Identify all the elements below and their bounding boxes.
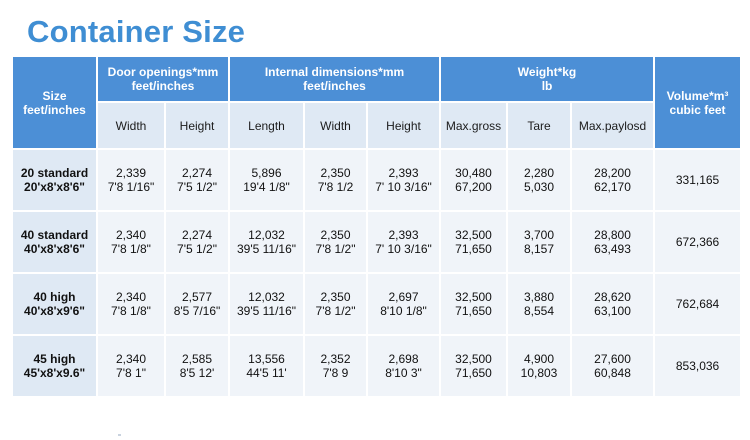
cell-size: 40 high 40'x8'x9'6" (11, 272, 98, 336)
container-size-table: Size feet/inches Door openings*mm feet/inc… (11, 55, 743, 398)
cell-internal-height: 2,393 7' 10 3/16" (366, 210, 442, 274)
cell-volume: 672,366 (653, 210, 743, 274)
cell-max-payload: 27,600 60,848 (570, 334, 656, 398)
subheader-tare: Tare (506, 101, 573, 150)
cell-internal-height: 2,698 8'10 3" (366, 334, 442, 398)
cell-door-width: 2,340 7'8 1" (96, 334, 166, 398)
cell-max-payload: 28,200 62,170 (570, 148, 656, 212)
subheader-max-payload: Max.paylosd (570, 101, 656, 150)
cell-max-gross: 32,500 71,650 (439, 210, 509, 274)
cell-door-height: 2,585 8'5 12' (163, 334, 231, 398)
header-door-openings: Door openings*mm feet/inches (95, 55, 231, 103)
table-row: 45 high 45'x8'x9.6" 2,340 7'8 1" 2,585 8'5 12… (11, 334, 743, 398)
page-title: Container Size (27, 14, 246, 49)
table-row: 40 standard 40'x8'x8'6" 2,340 7'8 1/8" 2,274… (11, 210, 743, 274)
cell-max-payload: 28,620 63,100 (570, 272, 656, 336)
cell-tare: 3,880 8,554 (506, 272, 573, 336)
cell-tare: 2,280 5,030 (506, 148, 573, 212)
stray-mark (118, 434, 121, 436)
cell-internal-width: 2,350 7'8 1/2" (303, 210, 369, 274)
cell-door-height: 2,577 8'5 7/16" (163, 272, 231, 336)
subheader-door-width: Width (96, 101, 166, 150)
cell-max-gross: 30,480 67,200 (439, 148, 509, 212)
cell-internal-height: 2,393 7' 10 3/16" (366, 148, 442, 212)
header-internal-dimensions: Internal dimensions*mm feet/inches (228, 55, 442, 103)
cell-tare: 4,900 10,803 (506, 334, 573, 398)
header-volume: Volume*m³ cubic feet (653, 55, 743, 150)
subheader-internal-height: Height (366, 101, 442, 150)
cell-door-width: 2,339 7'8 1/16" (96, 148, 166, 212)
cell-max-payload: 28,800 63,493 (570, 210, 656, 274)
subheader-internal-length: Length (228, 101, 306, 150)
cell-size: 20 standard 20'x8'x8'6" (11, 148, 98, 212)
cell-volume: 762,684 (653, 272, 743, 336)
cell-volume: 853,036 (653, 334, 743, 398)
header-weight: Weight*kg lb (439, 55, 656, 103)
cell-door-height: 2,274 7'5 1/2" (163, 210, 231, 274)
cell-internal-length: 13,556 44'5 11' (228, 334, 306, 398)
header-size: Size feet/inches (11, 55, 98, 150)
table-row: 40 high 40'x8'x9'6" 2,340 7'8 1/8" 2,577 8'5 … (11, 272, 743, 336)
table-row: 20 standard 20'x8'x8'6" 2,339 7'8 1/16" 2,27… (11, 148, 743, 212)
cell-size: 45 high 45'x8'x9.6" (11, 334, 98, 398)
cell-internal-width: 2,350 7'8 1/2" (303, 272, 369, 336)
cell-door-width: 2,340 7'8 1/8" (96, 210, 166, 274)
cell-internal-length: 12,032 39'5 11/16" (228, 272, 306, 336)
cell-tare: 3,700 8,157 (506, 210, 573, 274)
cell-internal-length: 12,032 39'5 11/16" (228, 210, 306, 274)
cell-door-height: 2,274 7'5 1/2" (163, 148, 231, 212)
cell-max-gross: 32,500 71,650 (439, 334, 509, 398)
cell-size: 40 standard 40'x8'x8'6" (11, 210, 98, 274)
subheader-max-gross: Max.gross (439, 101, 509, 150)
cell-internal-height: 2,697 8'10 1/8" (366, 272, 442, 336)
cell-internal-width: 2,350 7'8 1/2 (303, 148, 369, 212)
cell-door-width: 2,340 7'8 1/8" (96, 272, 166, 336)
subheader-internal-width: Width (303, 101, 369, 150)
cell-internal-length: 5,896 19'4 1/8" (228, 148, 306, 212)
cell-volume: 331,165 (653, 148, 743, 212)
cell-max-gross: 32,500 71,650 (439, 272, 509, 336)
subheader-door-height: Height (163, 101, 231, 150)
cell-internal-width: 2,352 7'8 9 (303, 334, 369, 398)
